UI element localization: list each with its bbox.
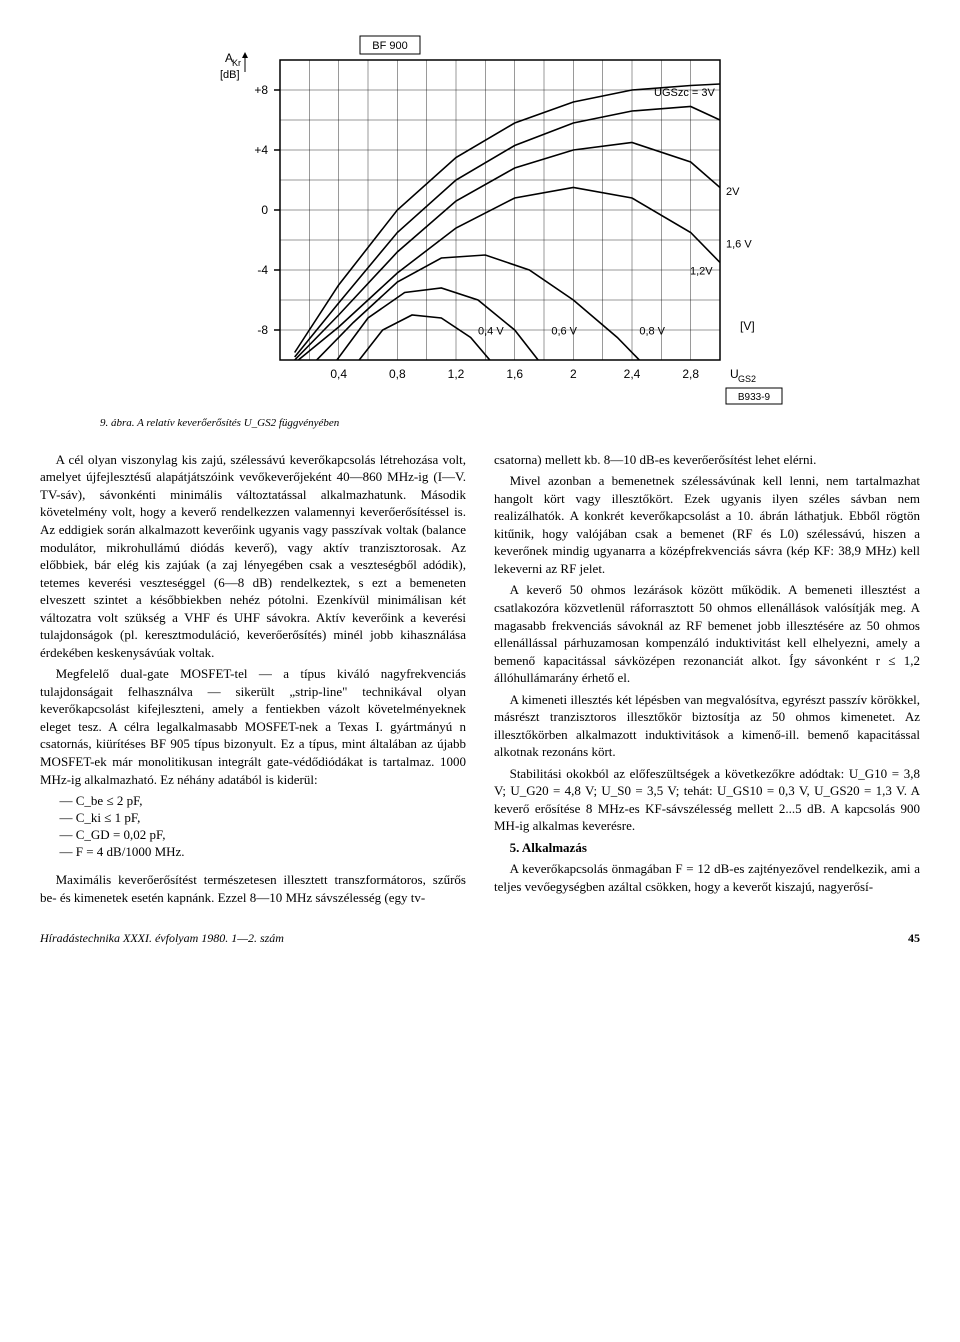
- svg-text:[V]: [V]: [740, 319, 755, 333]
- svg-text:2V: 2V: [726, 186, 740, 198]
- svg-text:+8: +8: [254, 83, 268, 97]
- svg-text:1,2: 1,2: [448, 367, 465, 381]
- chart-figure: -8-40+4+80,40,81,21,622,42,8AKr[dB]BF 90…: [40, 30, 920, 431]
- figure-caption: 9. ábra. A relatív keverőerősítés U_GS2 …: [100, 416, 920, 431]
- svg-text:Kr: Kr: [232, 58, 241, 68]
- gain-chart: -8-40+4+80,40,81,21,622,42,8AKr[dB]BF 90…: [160, 30, 800, 410]
- paragraph: csatorna) mellett kb. 8—10 dB-es keverőe…: [494, 451, 920, 469]
- section-heading: 5. Alkalmazás: [494, 839, 920, 857]
- svg-text:0,6 V: 0,6 V: [551, 326, 577, 338]
- svg-text:2: 2: [570, 367, 577, 381]
- svg-text:+4: +4: [254, 143, 268, 157]
- svg-text:B933-9: B933-9: [738, 392, 771, 403]
- paragraph: A kimeneti illesztés két lépésben van me…: [494, 691, 920, 761]
- paragraph: A keverő 50 ohmos lezárások között működ…: [494, 581, 920, 686]
- journal-info: Híradástechnika XXXI. évfolyam 1980. 1—2…: [40, 930, 284, 946]
- parameter: — C_ki ≤ 1 pF,: [60, 810, 467, 827]
- parameter: — F = 4 dB/1000 MHz.: [60, 844, 467, 861]
- svg-text:GS2: GS2: [738, 374, 756, 384]
- paragraph: Stabilitási okokból az előfeszültségek a…: [494, 765, 920, 835]
- page-footer: Híradástechnika XXXI. évfolyam 1980. 1—2…: [40, 930, 920, 946]
- svg-text:0,8: 0,8: [389, 367, 406, 381]
- svg-text:-4: -4: [257, 263, 268, 277]
- body-text: A cél olyan viszonylag kis zajú, széless…: [40, 451, 920, 907]
- svg-text:[dB]: [dB]: [220, 69, 240, 81]
- svg-text:-8: -8: [257, 323, 268, 337]
- svg-text:0: 0: [261, 203, 268, 217]
- svg-text:2,4: 2,4: [624, 367, 641, 381]
- svg-text:UGSzc = 3V: UGSzc = 3V: [654, 87, 715, 99]
- svg-text:0,8 V: 0,8 V: [639, 326, 665, 338]
- paragraph: Mivel azonban a bemenetnek szélessávúnak…: [494, 472, 920, 577]
- paragraph: Megfelelő dual-gate MOSFET-tel — a típus…: [40, 665, 466, 788]
- parameter: — C_be ≤ 2 pF,: [60, 793, 467, 810]
- parameter: — C_GD = 0,02 pF,: [60, 827, 467, 844]
- parameter-list: — C_be ≤ 2 pF, — C_ki ≤ 1 pF, — C_GD = 0…: [60, 793, 467, 861]
- paragraph: Maximális keverőerősítést természetesen …: [40, 871, 466, 906]
- paragraph: A cél olyan viszonylag kis zajú, széless…: [40, 451, 466, 662]
- svg-text:BF 900: BF 900: [372, 40, 407, 52]
- svg-text:1,6: 1,6: [506, 367, 523, 381]
- svg-text:2,8: 2,8: [682, 367, 699, 381]
- paragraph: A keverőkapcsolás önmagában F = 12 dB-es…: [494, 860, 920, 895]
- page-number: 45: [908, 930, 920, 946]
- svg-text:0,4: 0,4: [330, 367, 347, 381]
- svg-text:0,4 V: 0,4 V: [478, 326, 504, 338]
- svg-text:1,2V: 1,2V: [690, 266, 713, 278]
- svg-text:1,6 V: 1,6 V: [726, 239, 752, 251]
